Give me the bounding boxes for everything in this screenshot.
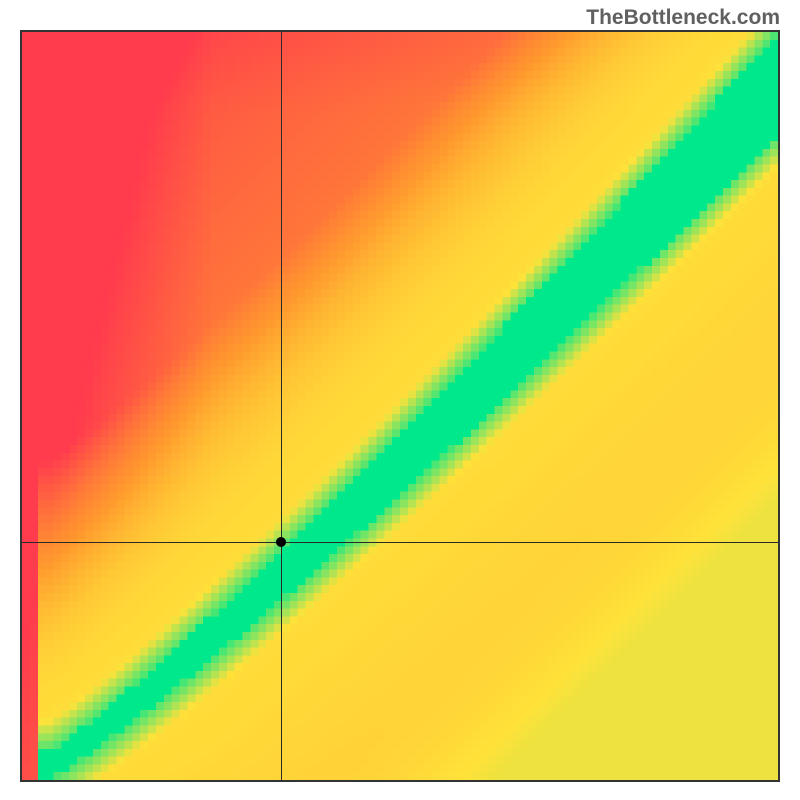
crosshair-point [276, 537, 286, 547]
crosshair-horizontal [22, 542, 778, 543]
heatmap-plot [20, 30, 780, 782]
crosshair-vertical [281, 32, 282, 780]
heatmap-canvas [22, 32, 778, 780]
watermark-text: TheBottleneck.com [586, 6, 780, 30]
